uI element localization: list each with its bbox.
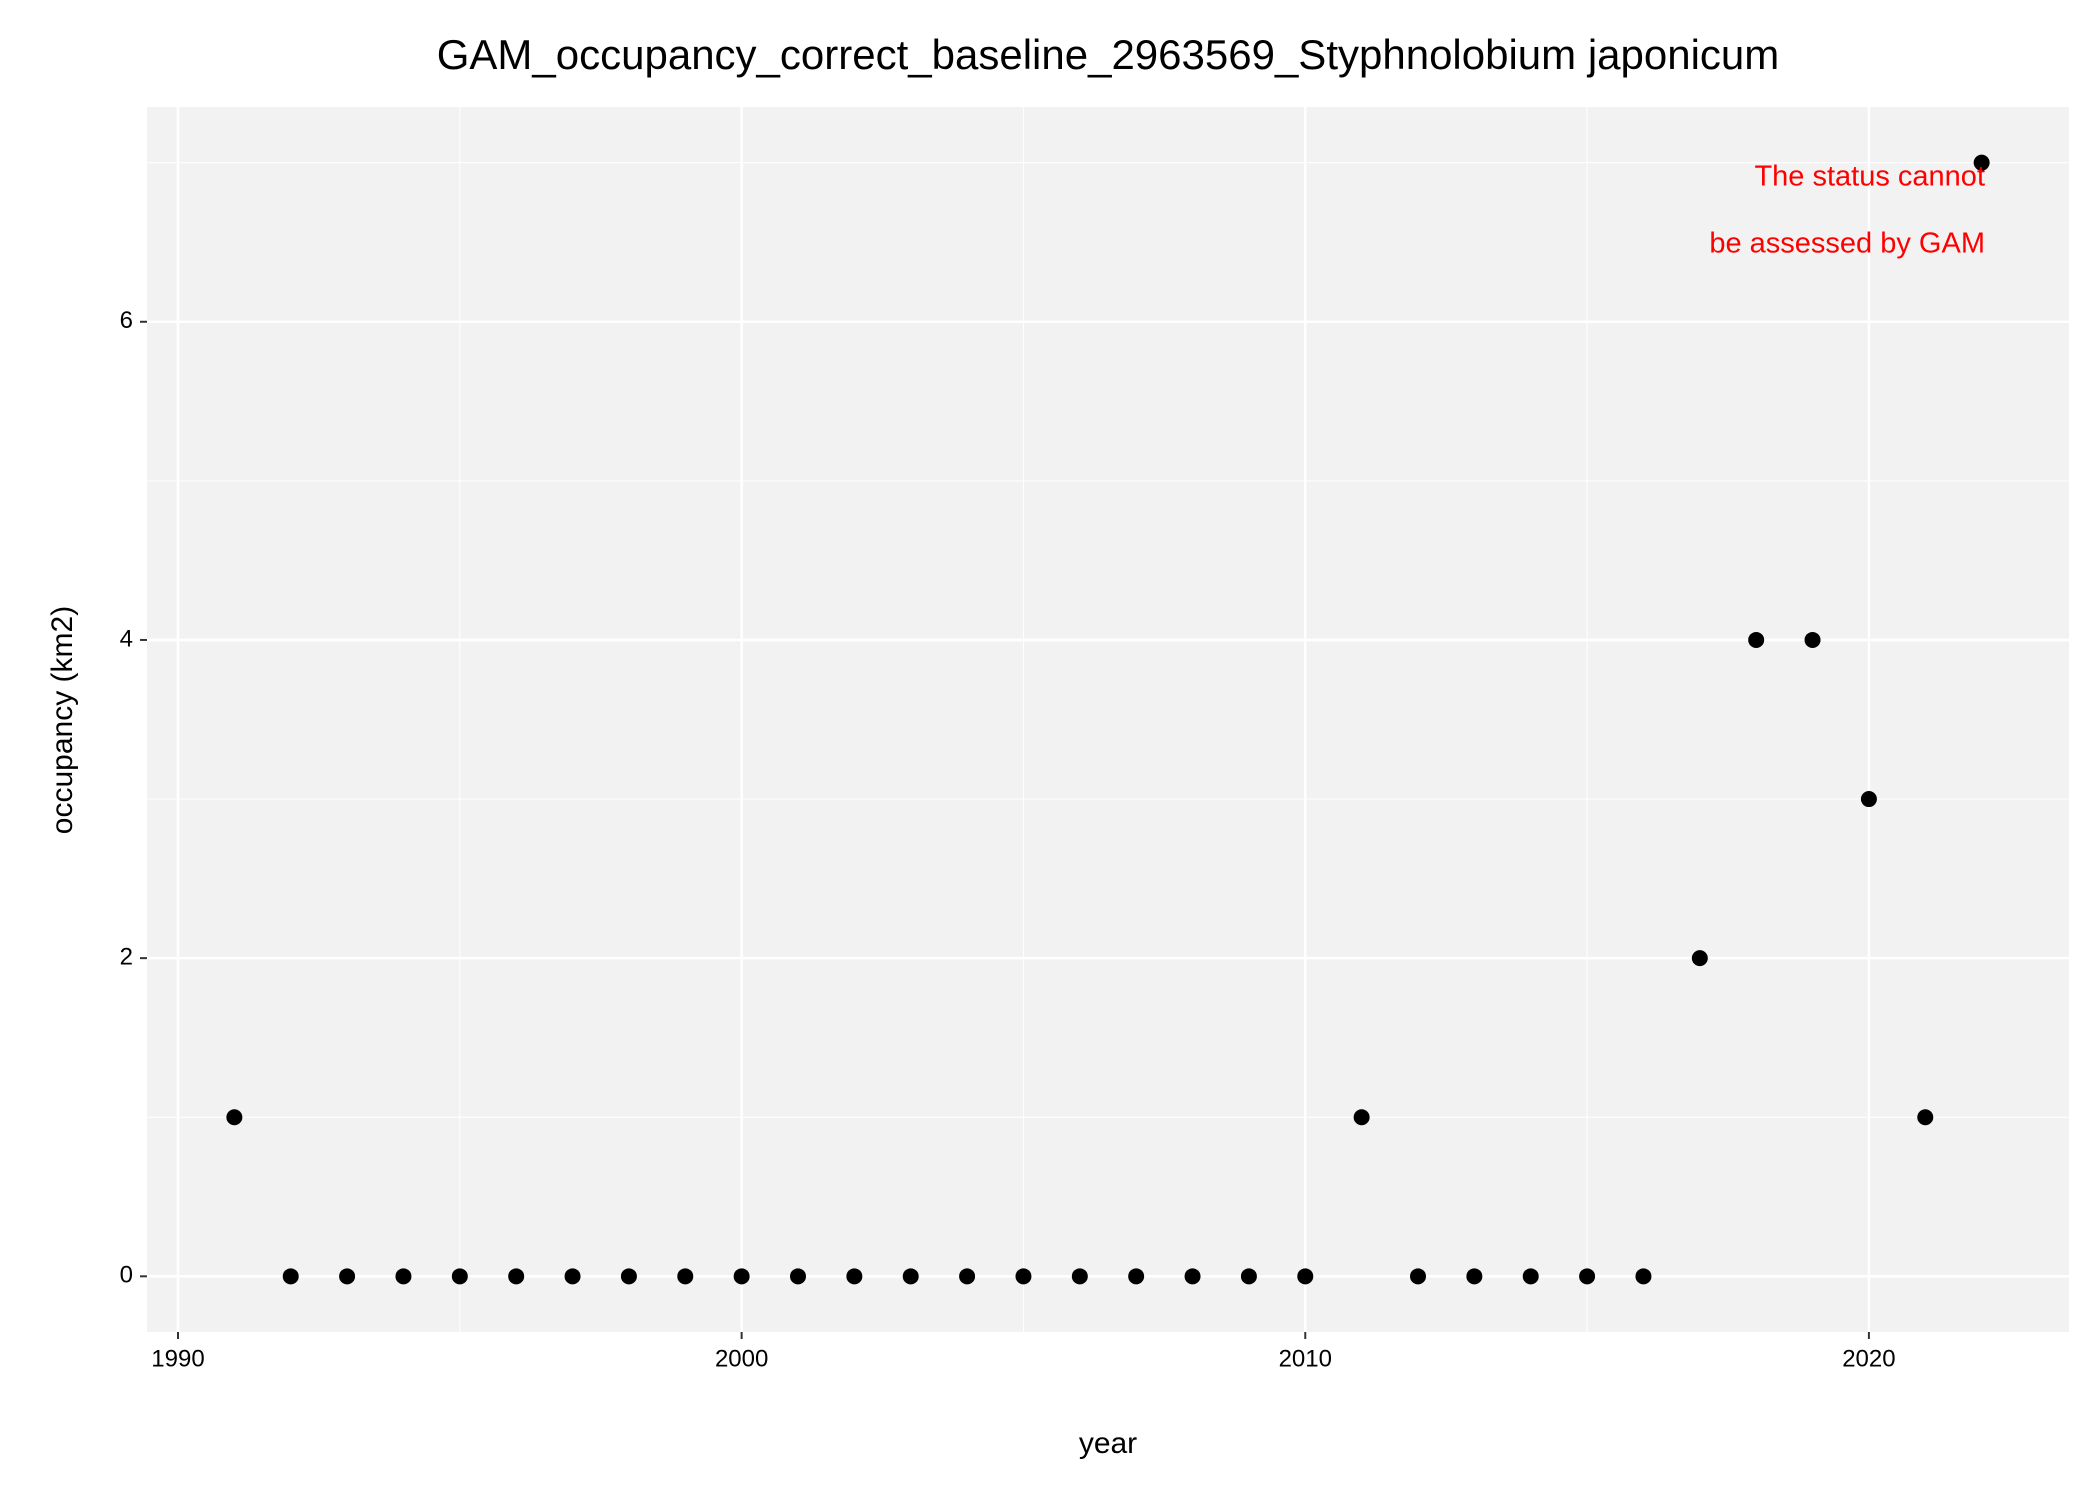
chart-title: GAM_occupancy_correct_baseline_2963569_S… — [437, 31, 1780, 78]
point — [846, 1268, 863, 1285]
point — [1973, 154, 1990, 171]
x-tick-label: 2010 — [1279, 1345, 1332, 1372]
point — [395, 1268, 412, 1285]
point — [790, 1268, 806, 1285]
y-tick-label: 0 — [120, 1262, 133, 1289]
point — [451, 1268, 468, 1285]
x-tick-label: 1990 — [151, 1345, 204, 1372]
annotation: be assessed by GAM — [1709, 228, 1985, 260]
point — [1240, 1268, 1257, 1285]
point — [1466, 1268, 1483, 1285]
x-axis-title: year — [1079, 1427, 1137, 1460]
point — [339, 1268, 356, 1285]
point — [1579, 1268, 1596, 1285]
point — [508, 1268, 525, 1285]
point — [1691, 950, 1708, 967]
point — [1635, 1268, 1652, 1285]
point — [1184, 1268, 1201, 1285]
point — [1917, 1109, 1934, 1126]
point — [282, 1268, 299, 1285]
point — [564, 1268, 581, 1285]
y-tick-label: 6 — [120, 307, 133, 334]
point — [1410, 1268, 1426, 1285]
point — [1748, 631, 1765, 648]
point — [733, 1268, 750, 1285]
point — [1353, 1109, 1370, 1126]
x-tick-label: 2020 — [1842, 1345, 1895, 1372]
point — [1128, 1268, 1145, 1285]
point — [959, 1268, 976, 1285]
y-tick-label: 4 — [120, 625, 133, 652]
point — [1804, 631, 1821, 648]
point — [1522, 1268, 1539, 1285]
x-tick-label: 2000 — [715, 1345, 768, 1372]
point — [620, 1268, 637, 1285]
point — [1860, 791, 1877, 808]
panel — [147, 107, 2069, 1332]
point — [1015, 1268, 1032, 1285]
point — [1071, 1268, 1088, 1285]
y-tick-label: 2 — [120, 943, 133, 970]
point — [226, 1109, 243, 1126]
point — [677, 1268, 694, 1285]
annotation: The status cannot — [1754, 161, 1985, 193]
point — [902, 1268, 919, 1285]
y-axis-title: occupancy (km2) — [46, 606, 79, 834]
point — [1297, 1268, 1314, 1285]
